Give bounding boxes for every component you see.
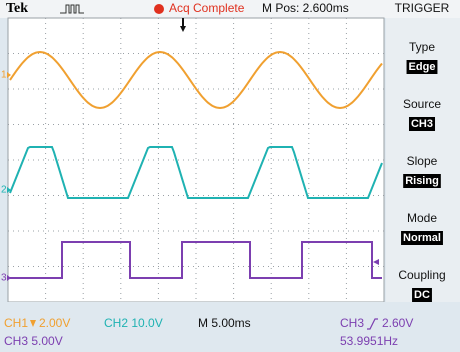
menu-value: Rising [405, 175, 439, 187]
menu-label: Coupling [398, 268, 445, 282]
menu-value: Edge [409, 61, 436, 73]
ch2-scale: CH2 10.0V [104, 316, 163, 330]
menu-label: Source [403, 97, 441, 111]
ch3-scale: CH3 5.00V [4, 334, 63, 348]
menu-label: Type [409, 40, 435, 54]
channel-marker: 3 [1, 273, 7, 284]
run-indicator [154, 4, 164, 14]
channel-marker: 2 [1, 185, 7, 196]
channel-marker: 1 [1, 70, 7, 81]
menu-label: Slope [407, 154, 438, 168]
menu-value: Normal [403, 232, 441, 244]
trigger-source: CH3 [340, 316, 364, 330]
menu-value: DC [414, 289, 430, 301]
horizontal-position: M Pos: 2.600ms [262, 1, 349, 15]
menu-title: TRIGGER [395, 1, 450, 15]
ch1-scale: 2.00V [39, 316, 70, 330]
oscilloscope-screen: Tek Acq Complete M Pos: 2.600ms TRIGGER … [0, 0, 460, 352]
timebase: M 5.00ms [198, 316, 251, 330]
graticule [8, 18, 384, 302]
menu-value: CH3 [411, 118, 433, 130]
frequency: 53.9951Hz [340, 334, 398, 348]
brand: Tek [6, 1, 28, 16]
ch1-label: CH1 [4, 316, 28, 330]
trigger-level: 2.60V [382, 316, 413, 330]
menu-label: Mode [407, 211, 437, 225]
acquisition-status: Acq Complete [169, 1, 245, 15]
